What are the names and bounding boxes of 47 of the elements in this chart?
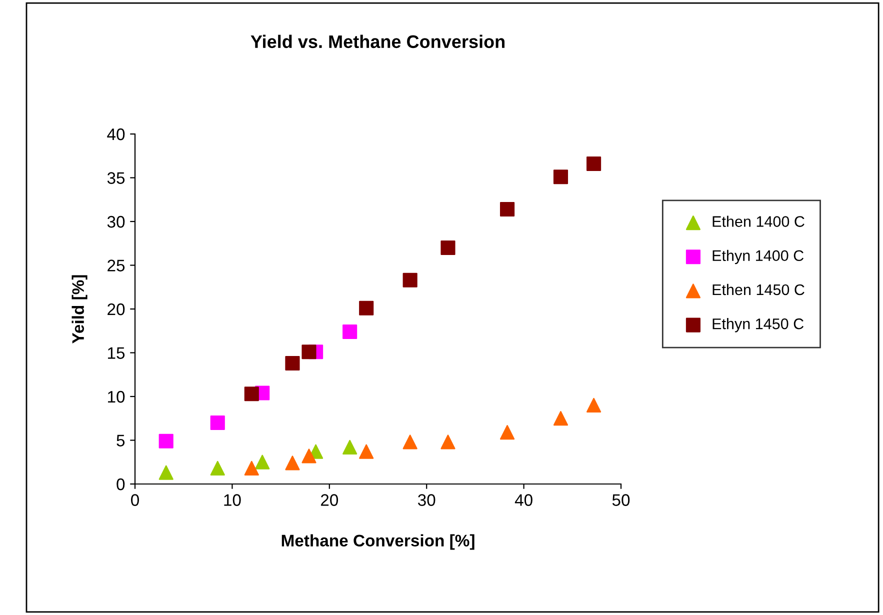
point <box>158 434 174 448</box>
point <box>359 444 374 459</box>
point <box>500 425 515 440</box>
point <box>440 434 456 450</box>
y-tick-label: 10 <box>108 390 125 403</box>
x-tick-label: 10 <box>224 494 241 506</box>
point <box>553 411 568 426</box>
point <box>553 170 568 184</box>
point <box>244 460 259 476</box>
y-tick-label: 30 <box>107 216 125 228</box>
y-tick-label: 35 <box>107 172 125 184</box>
point <box>359 300 374 316</box>
point <box>210 415 225 430</box>
x-tick-label: 0 <box>131 494 139 506</box>
point <box>255 454 270 470</box>
y-tick-label: 20 <box>108 303 125 316</box>
point <box>302 344 316 360</box>
x-tick-label: 20 <box>320 494 338 506</box>
x-axis-title: Methane Conversion [%] <box>282 534 474 550</box>
point <box>500 202 515 217</box>
x-tick-label: 40 <box>514 494 532 506</box>
point <box>402 272 418 288</box>
x-tick-label: 30 <box>418 494 436 506</box>
legend-label: Ethyn 1450 C <box>712 318 804 332</box>
y-tick-label: 15 <box>108 347 125 359</box>
legend-label: Ethyn 1400 C <box>712 250 804 264</box>
point <box>342 324 358 340</box>
point <box>285 456 300 470</box>
point <box>158 465 174 480</box>
point <box>402 434 418 450</box>
y-tick-label: 5 <box>116 434 125 446</box>
x-tick-label: 50 <box>612 494 630 506</box>
point <box>586 156 602 172</box>
point <box>586 398 602 413</box>
y-tick-label: 40 <box>107 128 125 140</box>
point <box>302 448 316 464</box>
legend-label: Ethen 1400 C <box>712 216 804 227</box>
legend-label: Ethen 1450 C <box>712 284 804 296</box>
point <box>244 386 259 402</box>
point <box>210 460 225 476</box>
y-tick-label: 0 <box>116 478 125 490</box>
point <box>440 240 456 256</box>
point <box>342 440 358 455</box>
y-axis-title: Yeild [%] <box>72 275 88 344</box>
chart-title: Yield vs. Methane Conversion <box>250 34 504 48</box>
y-tick-label: 25 <box>108 260 125 272</box>
point <box>285 356 300 371</box>
